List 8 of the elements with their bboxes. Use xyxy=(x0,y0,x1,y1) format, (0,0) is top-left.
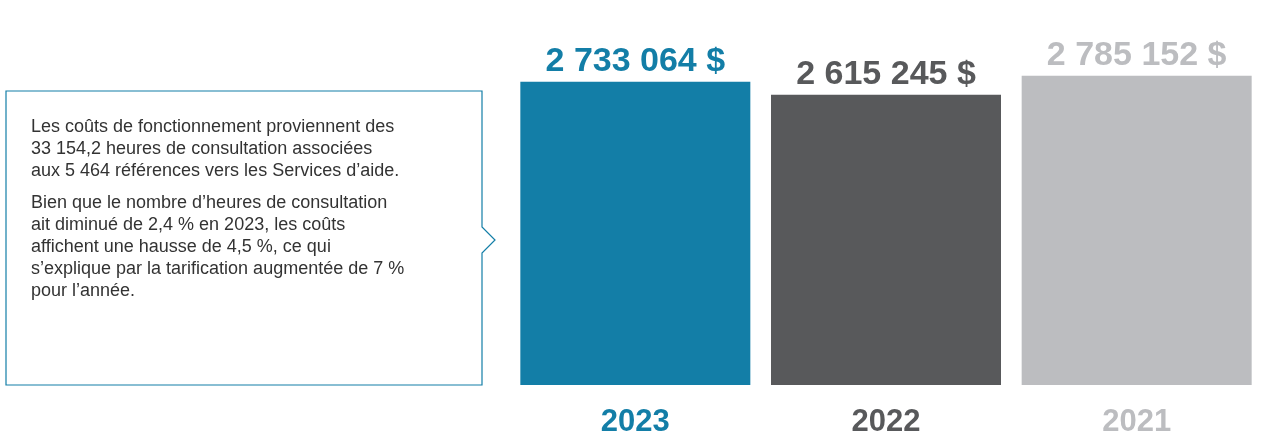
data-label: 2 785 152 $ xyxy=(1046,33,1227,72)
x-tick-label: 2021 xyxy=(1102,403,1172,438)
data-label: 2 733 064 $ xyxy=(545,39,726,78)
x-tick-label: 2023 xyxy=(600,403,670,438)
x-tick-label: 2022 xyxy=(851,403,921,438)
text: Les coûts de fonctionnement proviennent des 33 154,2 heures de consultation associées aux 5 464 références vers les Services d’aide. xyxy=(31,115,401,181)
text: Bien que le nombre d’heures de consultation ait diminué de 2,4 % en 2023, les coûts affichent une hausse de 4,5 %, ce qui s’explique par la tarification augmentée de 7 % pour l’année. xyxy=(31,191,406,301)
data-label: 2 615 245 $ xyxy=(796,52,976,91)
